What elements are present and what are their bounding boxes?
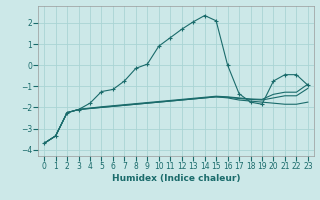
- X-axis label: Humidex (Indice chaleur): Humidex (Indice chaleur): [112, 174, 240, 183]
